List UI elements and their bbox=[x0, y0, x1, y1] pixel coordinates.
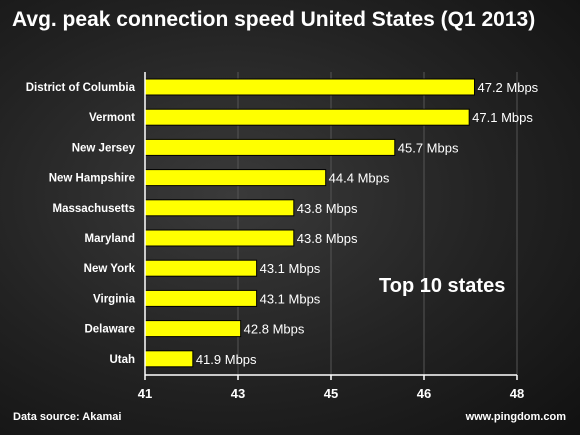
data-label-0: 47.2 Mbps bbox=[477, 80, 538, 95]
bar-9 bbox=[144, 350, 194, 368]
bar-7 bbox=[144, 289, 258, 307]
data-label-5: 43.8 Mbps bbox=[297, 231, 358, 246]
bar-8 bbox=[144, 320, 242, 338]
category-label-5: Maryland bbox=[85, 233, 136, 245]
x-tick-label-2: 45 bbox=[324, 386, 338, 401]
category-label-6: New York bbox=[84, 263, 136, 275]
data-label-8: 42.8 Mbps bbox=[244, 322, 305, 337]
data-label-4: 43.8 Mbps bbox=[297, 201, 358, 216]
category-label-9: Utah bbox=[109, 354, 135, 366]
x-tick-label-4: 48 bbox=[510, 386, 524, 401]
bar-4 bbox=[144, 199, 295, 217]
data-label-7: 43.1 Mbps bbox=[260, 291, 321, 306]
annotation-top-10: Top 10 states bbox=[379, 275, 506, 297]
category-label-0: District of Columbia bbox=[26, 82, 136, 94]
chart-title: Avg. peak connection speed United States… bbox=[12, 8, 536, 31]
data-label-6: 43.1 Mbps bbox=[260, 261, 321, 276]
category-label-3: New Hampshire bbox=[49, 173, 135, 185]
category-label-7: Virginia bbox=[93, 293, 136, 305]
category-label-2: New Jersey bbox=[72, 142, 136, 154]
site-url: www.pingdom.com bbox=[465, 411, 566, 423]
bar-1 bbox=[144, 108, 470, 126]
x-tick-label-1: 43 bbox=[231, 386, 245, 401]
bar-0 bbox=[144, 78, 475, 96]
x-tick-label-3: 46 bbox=[417, 386, 431, 401]
category-label-4: Massachusetts bbox=[53, 203, 135, 215]
data-label-3: 44.4 Mbps bbox=[329, 171, 390, 186]
bar-6 bbox=[144, 259, 258, 277]
category-label-1: Vermont bbox=[89, 112, 135, 124]
category-label-8: Delaware bbox=[84, 324, 135, 336]
data-label-2: 45.7 Mbps bbox=[398, 140, 459, 155]
data-label-9: 41.9 Mbps bbox=[196, 352, 257, 367]
data-source: Data source: Akamai bbox=[13, 411, 122, 423]
x-tick-label-0: 41 bbox=[138, 386, 152, 401]
bar-3 bbox=[144, 169, 327, 187]
bar-2 bbox=[144, 138, 396, 156]
data-label-1: 47.1 Mbps bbox=[472, 110, 533, 125]
bar-5 bbox=[144, 229, 295, 247]
